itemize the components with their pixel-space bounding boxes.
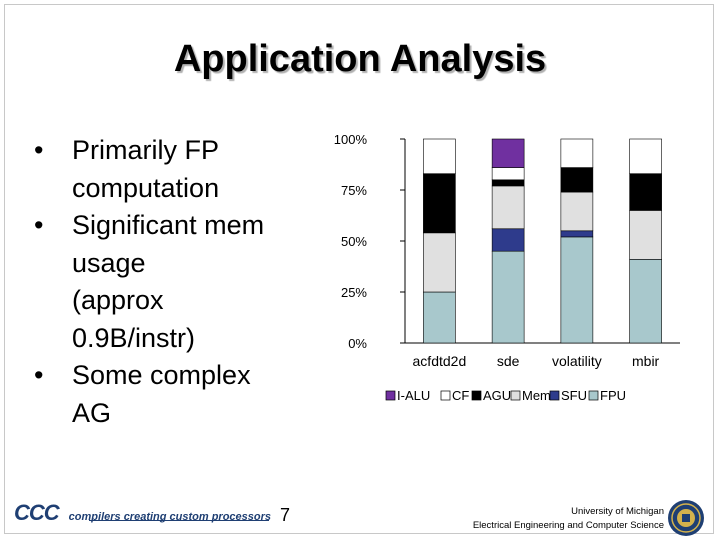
x-tick-label: sde: [497, 353, 520, 369]
legend-swatch: [471, 390, 482, 401]
y-tick-label: 0%: [348, 336, 367, 351]
x-tick-label: mbir: [632, 353, 660, 369]
bar-segment-cf: [423, 138, 456, 174]
footer-logo: CCC compilers creating custom processors: [14, 500, 271, 526]
legend-label: I-ALU: [397, 388, 430, 403]
bar-segment-fpu: [423, 291, 456, 344]
bar-segment-agu: [491, 179, 525, 187]
bullet-item: Significant mem usage (approx 0.9B/instr…: [34, 207, 324, 357]
bar-segment-cf: [629, 138, 662, 174]
university-footer: University of Michigan Electrical Engine…: [473, 505, 664, 533]
bar-segment-fpu: [560, 236, 594, 344]
logo-underline: [89, 520, 269, 521]
bullet-line: computation: [72, 172, 220, 203]
bullet-line: AG: [72, 397, 112, 428]
y-tick-label: 100%: [334, 132, 368, 147]
x-tick-label: acfdtd2d: [413, 353, 467, 369]
legend-label: Mem: [522, 388, 551, 403]
bar-segment-i-alu: [491, 138, 525, 168]
stacked-bar-chart: 100% 75% 50% 25% 0% acfdtd2d sde volatility mbir…: [334, 132, 680, 403]
legend-swatch: [588, 390, 599, 401]
x-tick-label: volatility: [552, 353, 602, 369]
bar-segment-cf: [560, 138, 594, 168]
legend-swatch: [510, 390, 521, 401]
bullet-item: Some complex AG: [34, 357, 324, 432]
legend-label: CF: [452, 388, 469, 403]
bar-segment-mem: [629, 210, 662, 260]
university-name: University of Michigan: [571, 506, 664, 517]
bullet-item: Primarily FP computation: [34, 132, 324, 207]
bar-segment-mem: [491, 185, 525, 230]
slide-title: Application Analysis: [173, 38, 547, 80]
legend-label: SFU: [561, 388, 587, 403]
legend-label: AGU: [483, 388, 511, 403]
bullet-line: usage: [72, 247, 146, 278]
bar-segment-mem: [423, 232, 456, 293]
bar-segment-cf: [491, 167, 525, 181]
bullet-line: 0.9B/instr): [72, 322, 196, 353]
legend-swatch: [549, 390, 560, 401]
page-number: 7: [280, 505, 291, 525]
y-tick-label: 25%: [341, 285, 367, 300]
bar-segment-mem: [560, 191, 594, 232]
bar-segment-agu: [560, 167, 594, 193]
ccc-logo: CCC: [14, 500, 60, 525]
legend-swatch: [385, 390, 396, 401]
legend-swatch: [440, 390, 451, 401]
bar-segment-sfu: [560, 230, 594, 238]
bar-segment-fpu: [491, 250, 525, 344]
y-tick-label: 75%: [341, 183, 367, 198]
bullet-line: Primarily FP: [72, 135, 219, 165]
slide-frame: [4, 4, 714, 534]
bar-segment-agu: [423, 173, 456, 234]
bar-segment-fpu: [629, 259, 662, 344]
bar-segment-agu: [629, 173, 662, 211]
logo-tagline: compilers creating custom processors: [68, 511, 272, 523]
legend-label: FPU: [600, 388, 626, 403]
university-seal-icon: [668, 500, 704, 536]
y-tick-label: 50%: [341, 234, 367, 249]
bullet-line: Significant mem: [72, 210, 265, 240]
bullet-list: Primarily FP computation Significant mem…: [34, 132, 324, 432]
bullet-line: (approx: [72, 285, 164, 315]
bullet-line: Some complex: [72, 360, 251, 390]
bar-segment-sfu: [491, 228, 525, 252]
department-name: Electrical Engineering and Computer Scie…: [472, 520, 664, 531]
